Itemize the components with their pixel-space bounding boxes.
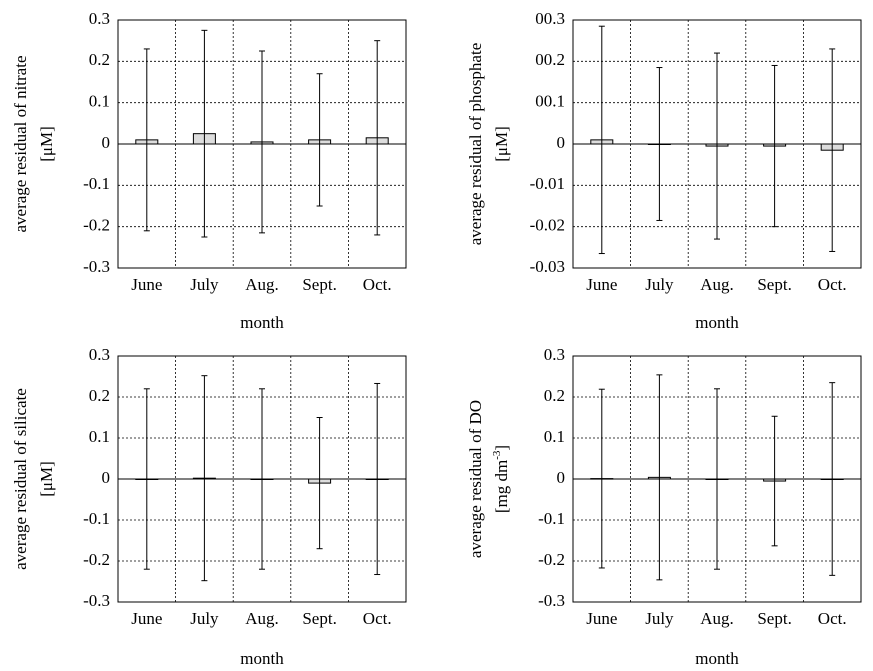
y-tick-label: 0.3 <box>544 345 565 364</box>
x-tick-label: Oct. <box>818 609 847 628</box>
y-tick-label: -0.3 <box>83 257 110 276</box>
x-tick-label: June <box>131 275 162 294</box>
y-tick-label: 0.1 <box>544 427 565 446</box>
x-tick-label: Sept. <box>757 609 791 628</box>
y-axis-unit: [mg dm-3] <box>491 445 511 513</box>
y-tick-label: 0.1 <box>89 92 110 111</box>
y-tick-label: -0.3 <box>538 591 565 610</box>
y-tick-label: 00.2 <box>535 50 565 69</box>
x-tick-label: July <box>190 275 219 294</box>
x-tick-label: Oct. <box>363 275 392 294</box>
unit-part: [μM] <box>37 126 56 162</box>
y-axis-unit: [μM] <box>492 126 511 162</box>
y-tick-label: 0.3 <box>89 9 110 28</box>
x-tick-label: June <box>586 609 617 628</box>
x-axis-label: month <box>240 649 284 668</box>
y-tick-label: -0.1 <box>538 509 565 528</box>
y-axis-unit: [μM] <box>37 126 56 162</box>
y-tick-label: -0.01 <box>530 174 565 193</box>
y-tick-label: 0.1 <box>89 427 110 446</box>
unit-part: [μM] <box>492 126 511 162</box>
y-axis-label: average residual of silicate <box>11 388 30 570</box>
y-tick-label: 0 <box>102 468 111 487</box>
unit-part: [μM] <box>37 461 56 497</box>
x-axis-label: month <box>695 313 739 332</box>
y-axis-label: average residual of phosphate <box>466 43 485 246</box>
x-axis-label: month <box>240 313 284 332</box>
plot-frame <box>572 355 862 603</box>
y-tick-label: -0.3 <box>83 591 110 610</box>
y-tick-label: -0.2 <box>83 550 110 569</box>
x-tick-label: Sept. <box>757 275 791 294</box>
x-tick-label: Aug. <box>245 609 279 628</box>
y-tick-label: -0.2 <box>538 550 565 569</box>
y-tick-label: 0.2 <box>89 386 110 405</box>
y-tick-label: 00.1 <box>535 92 565 111</box>
x-tick-label: Aug. <box>700 609 734 628</box>
y-tick-label: 00.3 <box>535 9 565 28</box>
x-tick-label: June <box>131 609 162 628</box>
x-tick-label: July <box>645 609 674 628</box>
y-tick-label: 0 <box>102 133 111 152</box>
unit-part: ] <box>492 445 511 451</box>
y-tick-label: -0.03 <box>530 257 565 276</box>
x-tick-label: Oct. <box>363 609 392 628</box>
y-axis-label: average residual of DO <box>466 400 485 558</box>
x-tick-label: Aug. <box>700 275 734 294</box>
y-tick-label: -0.1 <box>83 509 110 528</box>
x-axis-label: month <box>695 649 739 668</box>
x-tick-label: Sept. <box>302 275 336 294</box>
x-tick-label: July <box>190 609 219 628</box>
unit-part: -3 <box>491 450 503 460</box>
x-tick-label: Aug. <box>245 275 279 294</box>
y-axis-label: average residual of nitrate <box>11 56 30 233</box>
y-tick-label: 0.2 <box>89 50 110 69</box>
y-tick-label: 0 <box>557 468 566 487</box>
x-tick-label: July <box>645 275 674 294</box>
y-tick-label: 0.3 <box>89 345 110 364</box>
x-tick-label: Oct. <box>818 275 847 294</box>
y-axis-unit: [μM] <box>37 461 56 497</box>
plot-frame <box>117 19 407 269</box>
y-tick-label: -0.02 <box>530 216 565 235</box>
plot-frame <box>572 19 862 269</box>
unit-part: [mg dm <box>492 460 511 513</box>
plot-frame <box>117 355 407 603</box>
x-tick-label: June <box>586 275 617 294</box>
y-tick-label: -0.2 <box>83 216 110 235</box>
y-tick-label: 0.2 <box>544 386 565 405</box>
x-tick-label: Sept. <box>302 609 336 628</box>
y-tick-label: -0.1 <box>83 174 110 193</box>
y-tick-label: 0 <box>557 133 566 152</box>
